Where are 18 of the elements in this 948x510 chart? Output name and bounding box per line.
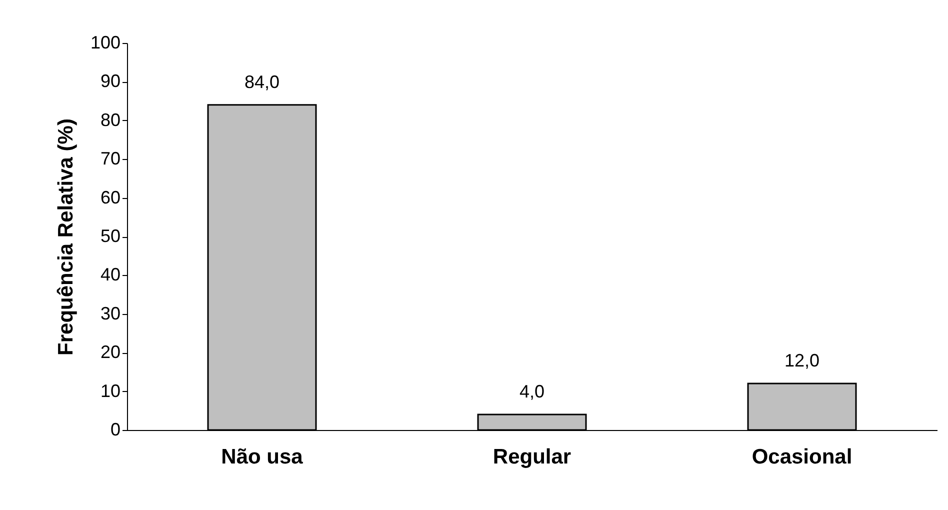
data-label: 12,0 [784,350,820,371]
y-tick-label: 10 [100,380,120,401]
data-label: 4,0 [519,382,545,402]
y-axis-title: Frequência Relativa (%) [54,118,78,356]
y-tick-label: 30 [100,303,120,324]
y-tick-label: 0 [110,420,120,440]
y-tick-label: 90 [100,71,120,92]
x-tick-label: Não usa [221,446,304,468]
y-tick-label: 70 [100,148,120,169]
x-tick-label: Regular [492,446,572,468]
y-tick-label: 80 [100,110,120,130]
y-tick-label: 60 [100,187,120,208]
y-tick-label: 40 [100,264,120,285]
y-tick-label: 50 [100,226,120,246]
data-label: 84,0 [244,72,280,92]
x-tick-label: Ocasional [752,446,852,468]
y-tick-label: 20 [100,342,120,362]
y-tick-label: 100 [90,32,120,52]
